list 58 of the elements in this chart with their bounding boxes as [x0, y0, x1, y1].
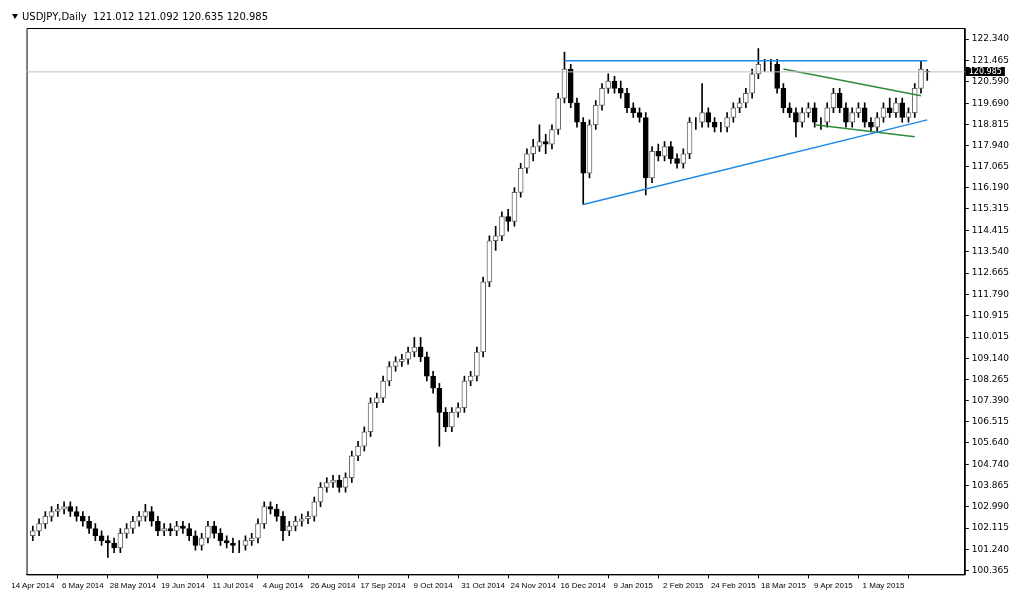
y-tick-label: 111.790 — [971, 288, 1010, 299]
y-tick-label: 107.390 — [971, 394, 1010, 405]
y-tick-label: 120.590 — [971, 75, 1010, 86]
x-tick-label: 2 Feb 2015 — [663, 581, 705, 591]
y-tick-label: 108.265 — [971, 373, 1009, 384]
y-tick-label: 102.115 — [971, 522, 1009, 533]
x-tick-label: 9 Jan 2015 — [613, 581, 654, 591]
x-tick-label: 31 Oct 2014 — [461, 581, 506, 591]
candlestick — [399, 354, 405, 367]
candlestick — [330, 474, 336, 488]
y-tick-label: 106.515 — [971, 416, 1009, 427]
ref-line-label: 120.985 — [968, 66, 1002, 76]
y-tick-label: 103.865 — [971, 480, 1009, 491]
x-tick-label: 1 May 2015 — [862, 581, 905, 591]
candlestick — [223, 535, 230, 549]
x-tick-label: 18 Mar 2015 — [760, 581, 807, 591]
y-tick-label: 110.915 — [971, 309, 1009, 320]
candlestick — [699, 83, 705, 128]
y-tick-label: 117.940 — [971, 139, 1010, 150]
y-tick-label: 114.415 — [971, 225, 1009, 236]
x-tick-label: 28 May 2014 — [109, 581, 157, 591]
y-tick-label: 112.665 — [971, 267, 1009, 278]
x-tick-label: 9 Apr 2015 — [814, 581, 854, 591]
candlestick — [305, 511, 311, 524]
x-tick-label: 14 Apr 2014 — [11, 581, 55, 591]
x-tick-label: 9 Oct 2014 — [413, 581, 454, 591]
x-tick-label: 4 Aug 2014 — [262, 581, 304, 591]
x-tick-label: 26 Aug 2014 — [310, 581, 357, 591]
candlestick — [542, 134, 549, 155]
y-tick-label: 102.990 — [971, 501, 1010, 512]
x-tick-label: 24 Nov 2014 — [510, 581, 557, 591]
x-tick-label: 19 Jun 2014 — [160, 581, 206, 591]
y-tick-label: 110.015 — [971, 331, 1009, 342]
y-tick-label: 101.240 — [971, 543, 1010, 554]
x-tick-label: 6 May 2014 — [61, 581, 105, 591]
candlestick — [161, 523, 167, 537]
y-tick-label: 119.690 — [971, 97, 1010, 108]
x-tick-label: 24 Feb 2015 — [710, 581, 757, 591]
y-tick-label: 100.365 — [971, 564, 1009, 575]
y-tick-label: 115.315 — [971, 203, 1009, 214]
y-tick-label: 113.540 — [971, 246, 1010, 257]
candlestick — [105, 535, 111, 558]
y-tick-label: 116.190 — [971, 182, 1010, 193]
candlestick — [248, 532, 255, 546]
candlestick — [180, 520, 186, 534]
x-tick-label: 17 Sep 2014 — [360, 581, 407, 591]
chart-title: USDJPY,Daily 121.012 121.092 120.635 120.985 — [22, 11, 269, 22]
y-tick-label: 105.640 — [971, 437, 1010, 448]
y-tick-label: 122.340 — [971, 33, 1010, 44]
candlestick — [230, 537, 236, 553]
x-tick-label: 16 Dec 2014 — [560, 581, 607, 591]
y-tick-label: 121.465 — [971, 54, 1009, 65]
y-tick-label: 109.140 — [971, 352, 1010, 363]
y-tick-label: 118.815 — [971, 118, 1009, 129]
candlestick — [54, 503, 61, 517]
x-tick-label: 11 Jul 2014 — [212, 581, 254, 591]
y-tick-label: 104.740 — [971, 458, 1010, 469]
y-tick-label: 117.065 — [971, 161, 1009, 171]
